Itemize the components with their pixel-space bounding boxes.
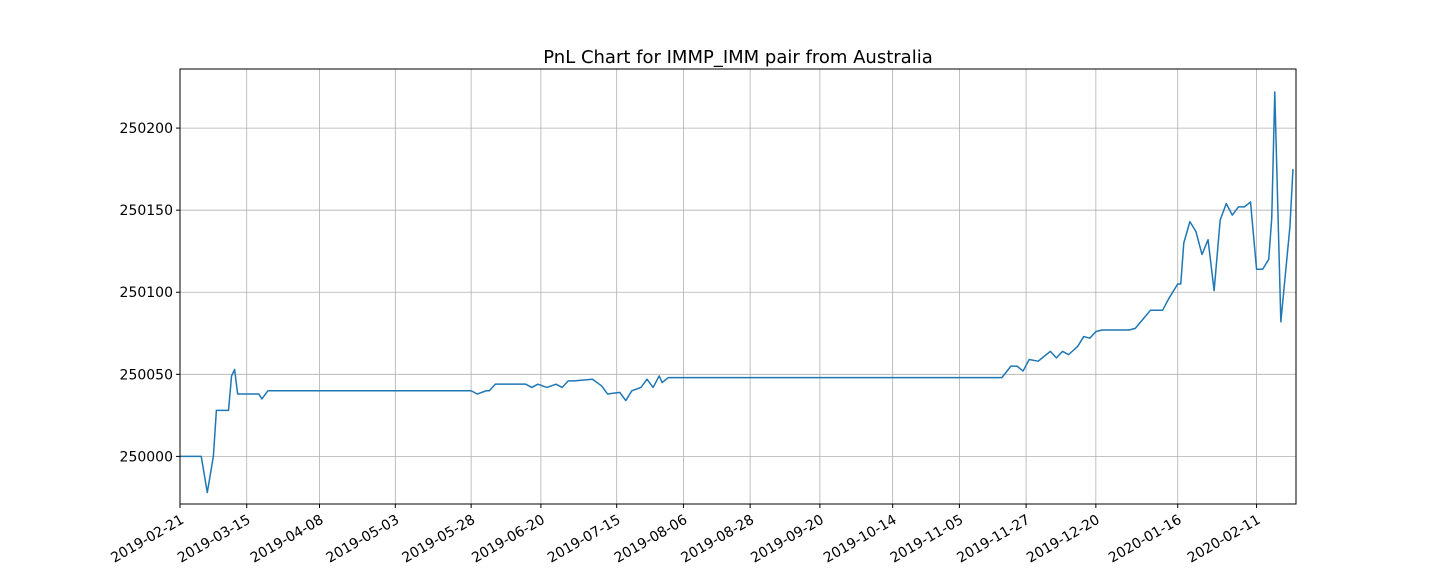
x-tick-label: 2019-11-05 [888, 512, 966, 567]
x-tick-label: 2019-05-28 [399, 512, 477, 567]
y-tick-label: 250050 [120, 367, 173, 383]
x-tick-label: 2020-02-11 [1185, 512, 1263, 567]
y-tick-label: 250000 [120, 449, 173, 465]
pnl-series-line [180, 91, 1294, 494]
plot-area-frame [179, 68, 1297, 505]
x-tick-label: 2019-10-14 [821, 512, 900, 567]
grid-lines [179, 69, 1296, 504]
x-tick-label: 2019-06-20 [469, 512, 547, 567]
axis-ticks: 2019-02-212019-03-152019-04-082019-05-03… [108, 121, 1263, 566]
x-tick-label: 2019-02-21 [108, 512, 186, 567]
x-tick-label: 2019-12-20 [1024, 512, 1102, 567]
x-tick-label: 2020-01-16 [1106, 512, 1185, 567]
x-tick-label: 2019-08-06 [612, 512, 691, 567]
x-tick-label: 2019-11-27 [954, 512, 1032, 567]
x-tick-label: 2019-05-03 [324, 512, 402, 567]
x-tick-label: 2019-08-28 [678, 512, 756, 567]
y-tick-label: 250200 [120, 121, 173, 137]
chart-title: PnL Chart for IMMP_IMM pair from Austral… [543, 47, 932, 68]
x-tick-label: 2019-03-15 [175, 512, 253, 567]
x-tick-label: 2019-07-15 [545, 512, 623, 567]
y-tick-label: 250150 [120, 203, 173, 219]
x-tick-label: 2019-04-08 [248, 512, 326, 567]
series-layer [180, 91, 1294, 494]
x-tick-label: 2019-09-20 [748, 512, 826, 567]
y-tick-label: 250100 [120, 285, 173, 301]
